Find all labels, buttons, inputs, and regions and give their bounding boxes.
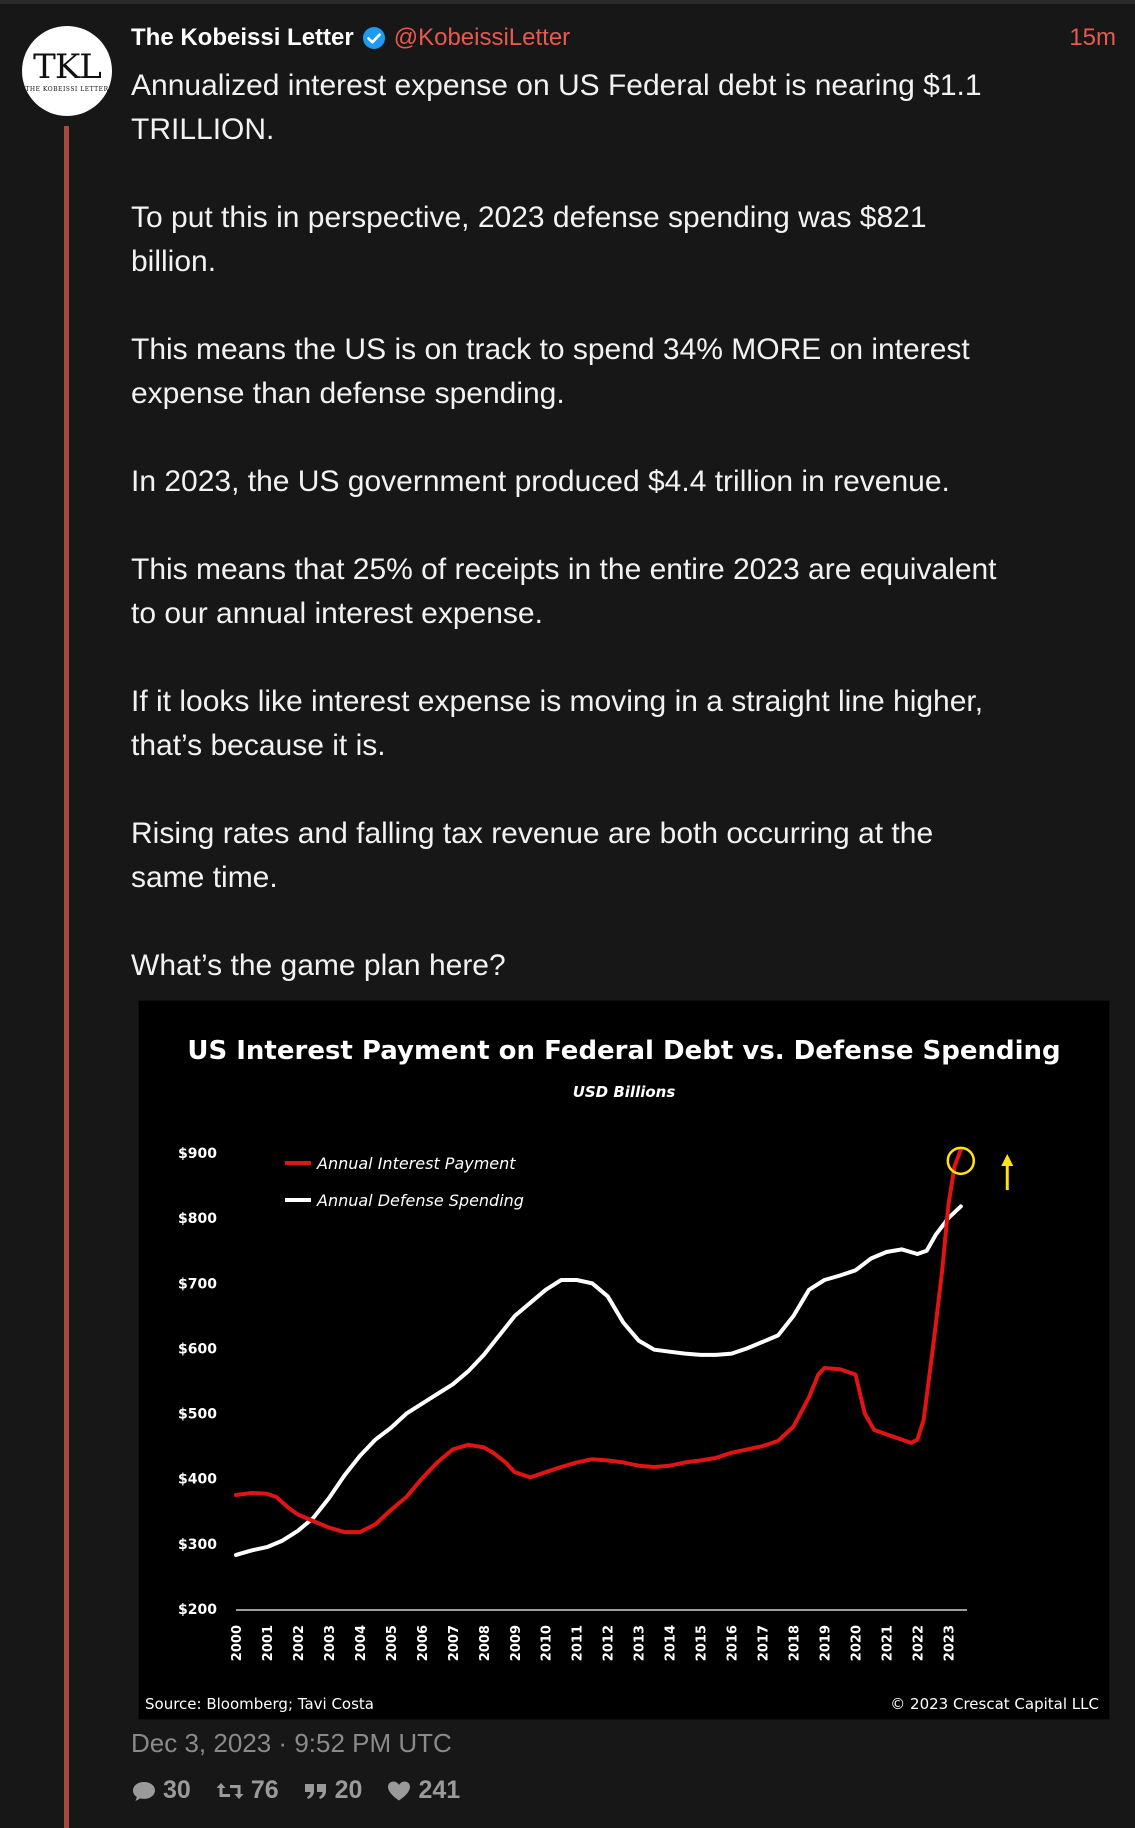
- post-paragraph: This means the US is on track to spend 3…: [131, 333, 970, 410]
- top-border: [0, 0, 1135, 4]
- chart-title: US Interest Payment on Federal Debt vs. …: [187, 1036, 1060, 1066]
- post-paragraph: What’s the game plan here?: [131, 949, 506, 982]
- post-header: The Kobeissi Letter @KobeissiLetter 15m: [131, 20, 1116, 56]
- avatar-subtext: THE KOBEISSI LETTER: [25, 85, 109, 93]
- series-line-defense: [234, 1204, 963, 1557]
- heart-icon: [388, 1781, 411, 1800]
- y-tick-label: $400: [178, 1472, 217, 1488]
- post-paragraph: Rising rates and falling tax revenue are…: [131, 817, 934, 894]
- x-tick-label: 2017: [757, 1625, 772, 1661]
- quote-icon: [304, 1783, 326, 1799]
- quote-stat[interactable]: 20: [303, 1776, 363, 1805]
- x-tick-label: 2004: [354, 1625, 369, 1661]
- x-tick-label: 2008: [478, 1625, 493, 1661]
- post-date[interactable]: Dec 3, 2023 · 9:52 PM UTC: [131, 1728, 452, 1758]
- like-count: 241: [418, 1776, 461, 1804]
- reply-count: 30: [163, 1776, 191, 1804]
- post-paragraph: In 2023, the US government produced $4.4…: [131, 465, 950, 498]
- comment-icon: [133, 1781, 155, 1801]
- thread-line: [64, 126, 69, 1828]
- x-tick-label: 2006: [416, 1625, 431, 1661]
- x-tick-label: 2007: [447, 1625, 462, 1661]
- x-tick-label: 2022: [911, 1625, 926, 1661]
- x-tick-label: 2020: [849, 1625, 864, 1661]
- retweet-stat[interactable]: 76: [215, 1776, 279, 1805]
- y-tick-label: $700: [178, 1276, 217, 1292]
- legend-label-interest: Annual Interest Payment: [316, 1154, 516, 1173]
- verified-badge-icon: [362, 27, 385, 49]
- quote-count: 20: [334, 1776, 363, 1804]
- x-tick-label: 2023: [942, 1625, 957, 1661]
- post-time[interactable]: 15m: [1069, 24, 1116, 51]
- author-name[interactable]: The Kobeissi Letter: [131, 24, 354, 51]
- post-body: Annualized interest expense on US Federa…: [131, 64, 1121, 1032]
- x-tick-label: 2010: [540, 1625, 555, 1661]
- x-tick-label: 2005: [385, 1625, 400, 1661]
- post-paragraph: This means that 25% of receipts in the e…: [131, 553, 997, 630]
- x-tick-label: 2021: [880, 1625, 895, 1661]
- legend-label-defense: Annual Defense Spending: [316, 1191, 524, 1210]
- author-avatar[interactable]: TKL THE KOBEISSI LETTER: [22, 26, 112, 116]
- x-tick-label: 2001: [261, 1625, 276, 1661]
- retweet-icon: [216, 1782, 244, 1799]
- x-tick-label: 2016: [726, 1625, 741, 1661]
- highlight-circle: [946, 1146, 976, 1176]
- x-tick-label: 2009: [509, 1625, 524, 1661]
- arrow-head-icon: [1001, 1154, 1014, 1167]
- x-tick-label: 2013: [633, 1625, 648, 1661]
- series-line-interest: [234, 1147, 963, 1535]
- x-tick-label: 2018: [788, 1625, 803, 1661]
- chart-copyright: © 2023 Crescat Capital LLC: [890, 1695, 1099, 1713]
- x-tick-label: 2019: [819, 1625, 834, 1661]
- x-tick-label: 2015: [695, 1625, 710, 1661]
- chart-svg: US Interest Payment on Federal Debt vs. …: [145, 1036, 1099, 1713]
- x-tick-label: 2000: [230, 1625, 245, 1661]
- y-tick-label: $500: [178, 1407, 217, 1423]
- x-tick-label: 2011: [571, 1625, 586, 1661]
- reply-stat[interactable]: 30: [131, 1776, 191, 1805]
- x-tick-label: 2012: [602, 1625, 617, 1661]
- x-tick-label: 2003: [323, 1625, 338, 1661]
- avatar-monogram: TKL: [33, 46, 102, 87]
- y-tick-label: $600: [178, 1341, 217, 1357]
- y-tick-label: $200: [178, 1602, 217, 1618]
- post-paragraph: To put this in perspective, 2023 defense…: [131, 201, 927, 278]
- retweet-count: 76: [250, 1776, 279, 1804]
- post-stats: 30 76 20 241: [131, 1776, 484, 1805]
- y-tick-label: $900: [178, 1146, 217, 1162]
- author-handle[interactable]: @KobeissiLetter: [393, 24, 571, 51]
- y-tick-label: $800: [178, 1211, 217, 1227]
- x-tick-label: 2002: [292, 1625, 307, 1661]
- y-tick-label: $300: [178, 1537, 217, 1553]
- x-tick-label: 2014: [664, 1625, 679, 1661]
- chart-source: Source: Bloomberg; Tavi Costa: [145, 1695, 374, 1713]
- chart-image[interactable]: US Interest Payment on Federal Debt vs. …: [138, 1000, 1110, 1720]
- chart-subtitle: USD Billions: [573, 1083, 676, 1101]
- like-stat[interactable]: 241: [386, 1776, 460, 1805]
- chart-legend: Annual Interest Payment Annual Defense S…: [285, 1154, 524, 1210]
- post-paragraph: Annualized interest expense on US Federa…: [131, 69, 982, 146]
- post-paragraph: If it looks like interest expense is mov…: [131, 685, 984, 762]
